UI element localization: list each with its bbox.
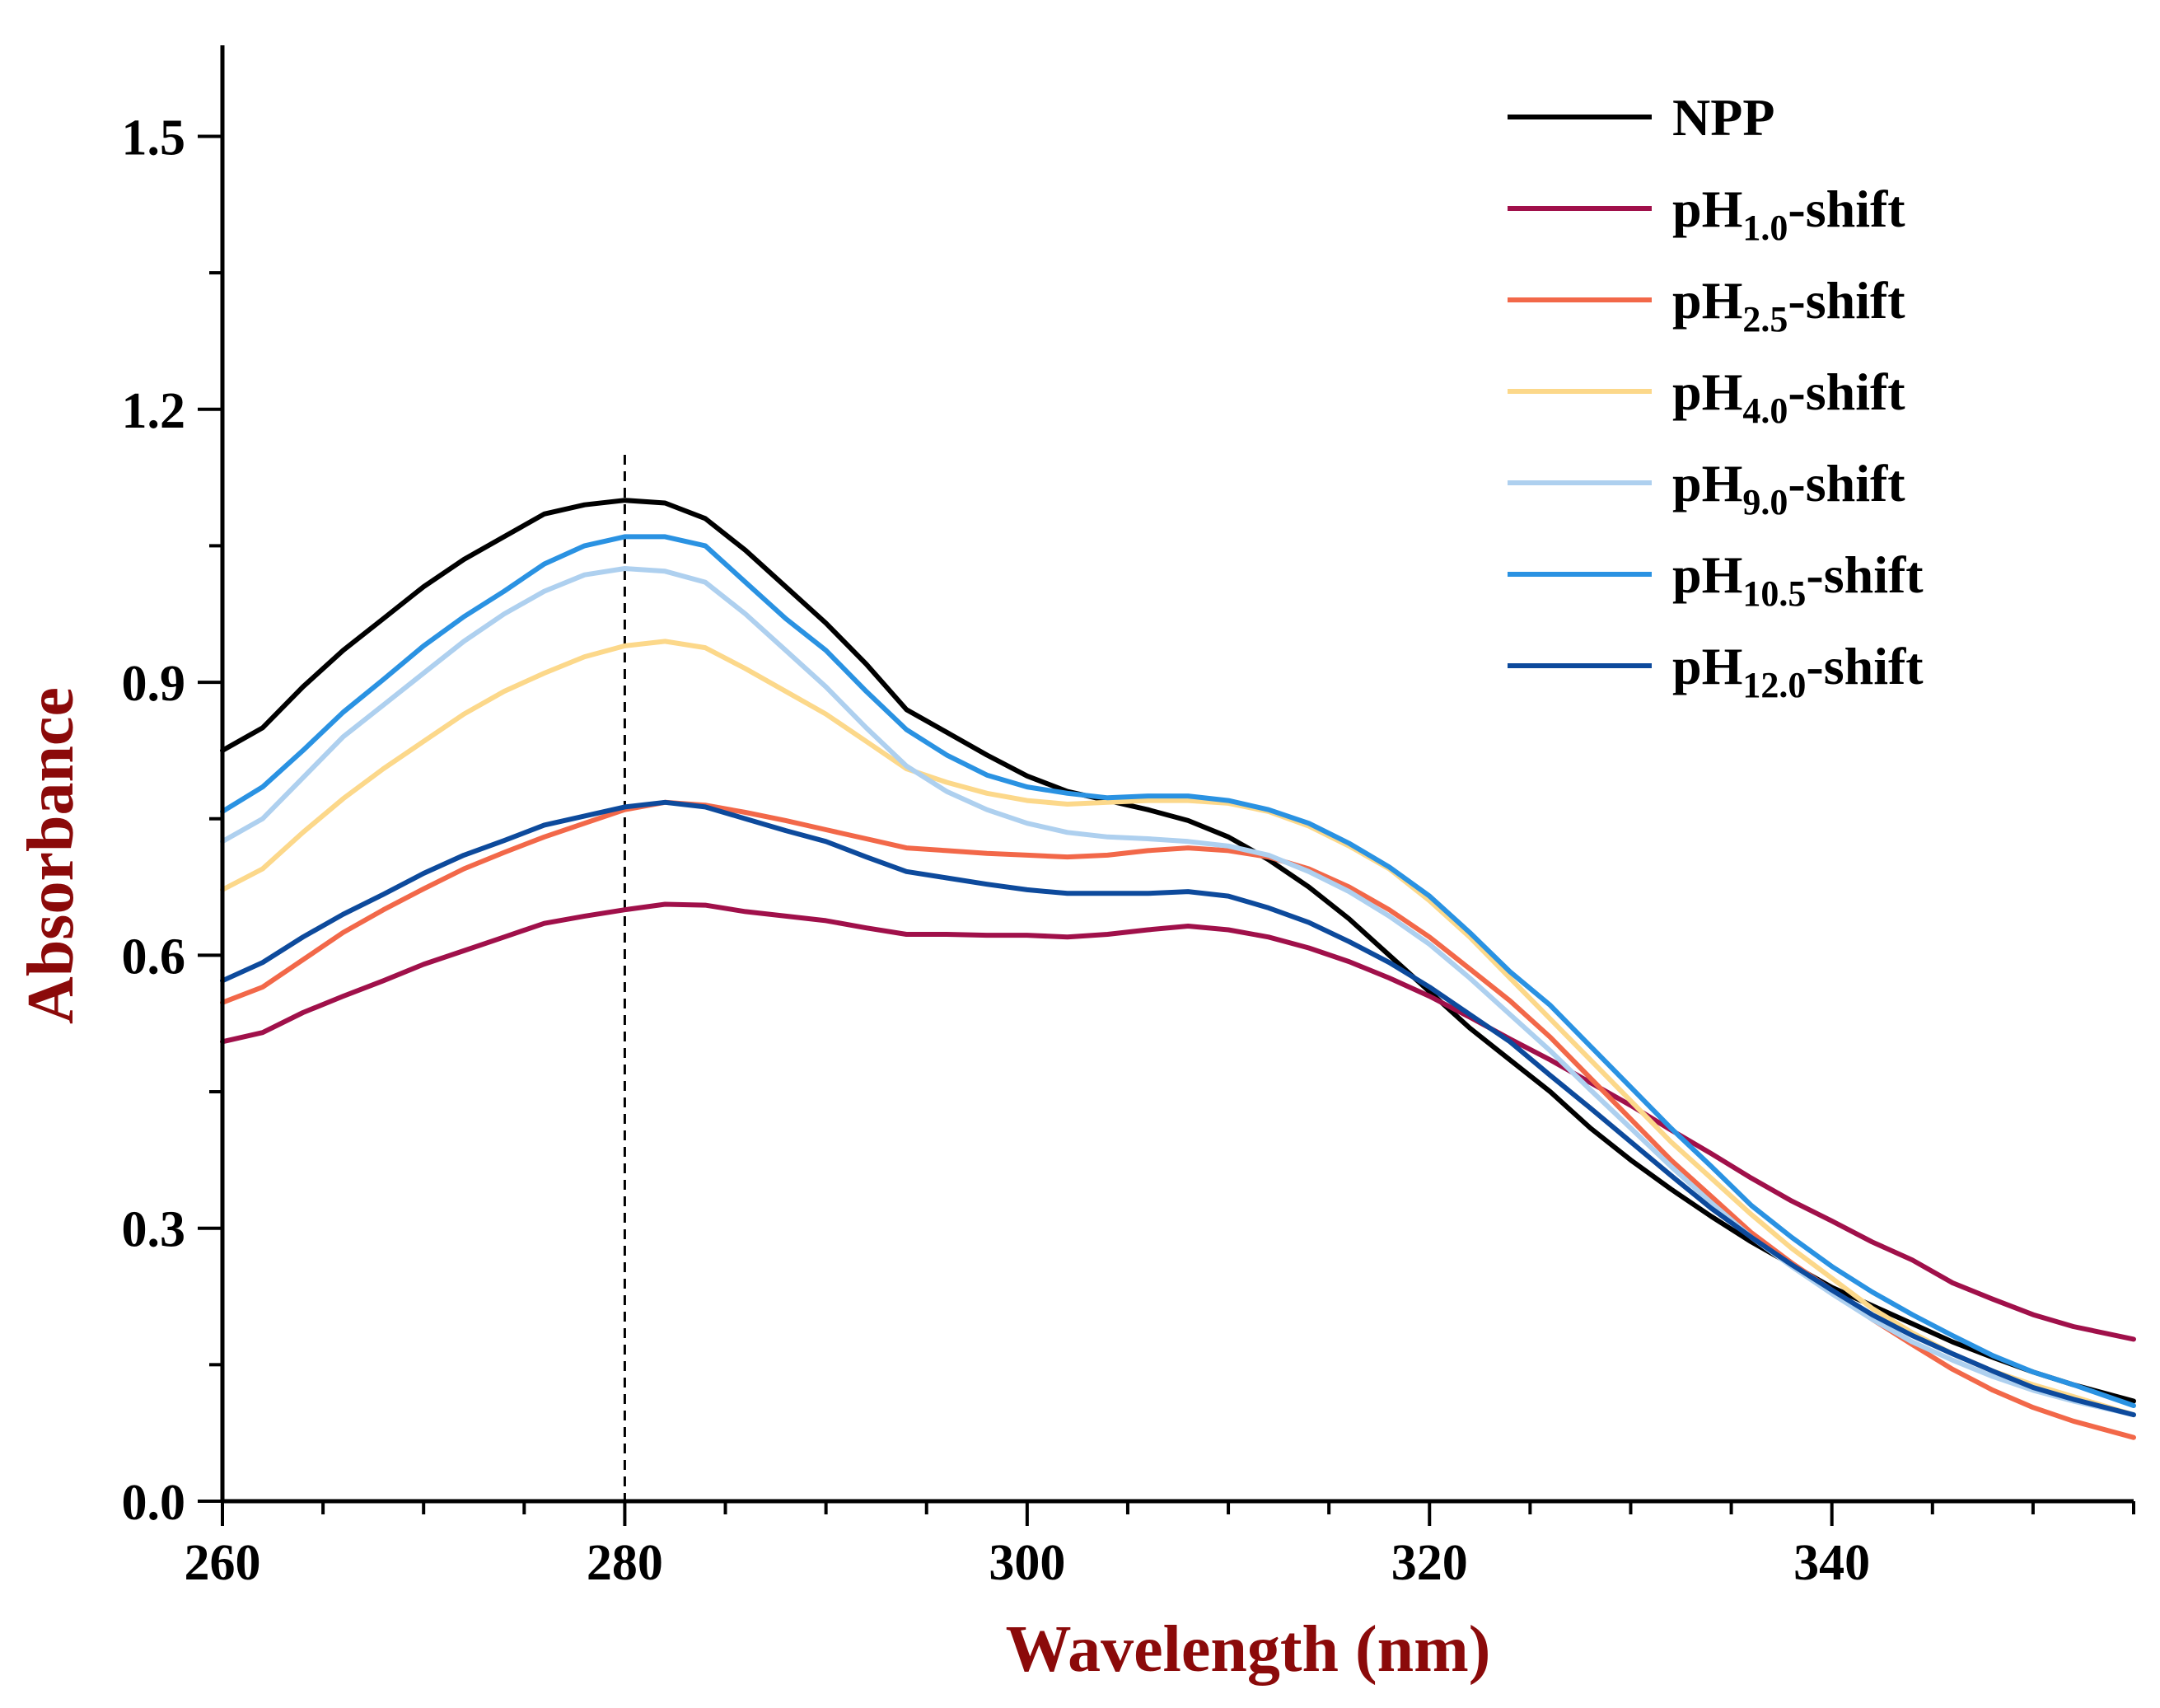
x-tick-label: 280 — [587, 1535, 663, 1591]
x-tick-label: 300 — [989, 1535, 1065, 1591]
legend-label-main: pH — [1672, 454, 1742, 512]
ticks: 260 280 300 320 340 0.0 0.3 0.6 0.9 1.2 1.5 — [122, 110, 2135, 1591]
legend-label: pH9.0-shift — [1672, 454, 1905, 522]
legend-label-main: pH — [1672, 637, 1742, 695]
legend-label-suffix: -shift — [1788, 454, 1905, 512]
axes — [220, 45, 2134, 1504]
x-axis-title: Wavelength (nm) — [1006, 1613, 1491, 1686]
y-tick-label: 1.2 — [122, 383, 186, 439]
series-line-ph-2-5 — [220, 799, 2136, 1440]
legend-label-suffix: -shift — [1788, 363, 1905, 421]
y-tick-label: 0.3 — [122, 1202, 186, 1258]
legend-label-main: pH — [1672, 271, 1742, 330]
legend-label-suffix: -shift — [1788, 271, 1905, 330]
x-tick-label: 260 — [185, 1535, 261, 1591]
legend-label-suffix: -shift — [1788, 180, 1905, 238]
legend-label-main: pH — [1672, 363, 1742, 421]
legend-label-suffix: -shift — [1806, 545, 1924, 604]
legend-label: NPP — [1672, 88, 1774, 147]
legend-label-subscript: 12.0 — [1742, 665, 1806, 705]
y-tick-label: 1.5 — [122, 110, 186, 166]
series-layer — [220, 498, 2136, 1440]
legend-label-main: pH — [1672, 545, 1742, 604]
x-tick-label: 320 — [1391, 1535, 1468, 1591]
legend-label: pH2.5-shift — [1672, 271, 1905, 339]
legend-label-subscript: 1.0 — [1742, 208, 1788, 248]
series-line-ph-12-0 — [220, 799, 2136, 1418]
legend-label-subscript: 9.0 — [1742, 482, 1788, 522]
legend-label-subscript: 2.5 — [1742, 299, 1788, 339]
series-line-ph-1-0 — [220, 901, 2136, 1342]
legend-label: pH4.0-shift — [1672, 363, 1905, 431]
series-line-ph-10-5 — [220, 534, 2136, 1408]
legend-label-subscript: 4.0 — [1742, 391, 1788, 431]
y-tick-label: 0.6 — [122, 929, 186, 985]
legend-label: pH12.0-shift — [1672, 637, 1924, 705]
y-tick-label: 0.9 — [122, 656, 186, 712]
y-tick-label: 0.0 — [122, 1475, 186, 1531]
y-axis-title: Absorbance — [15, 687, 87, 1024]
series-line-ph-4-0 — [220, 639, 2136, 1418]
legend-label: pH10.5-shift — [1672, 545, 1924, 614]
x-tick-label: 340 — [1793, 1535, 1870, 1591]
series-line-npp — [220, 498, 2136, 1404]
legend: NPPpH1.0-shiftpH2.5-shiftpH4.0-shiftpH9.… — [1508, 88, 1924, 705]
legend-label: pH1.0-shift — [1672, 180, 1905, 248]
legend-label-subscript: 10.5 — [1742, 573, 1806, 614]
legend-label-main: NPP — [1672, 88, 1774, 147]
legend-label-main: pH — [1672, 180, 1742, 238]
legend-label-suffix: -shift — [1806, 637, 1924, 695]
